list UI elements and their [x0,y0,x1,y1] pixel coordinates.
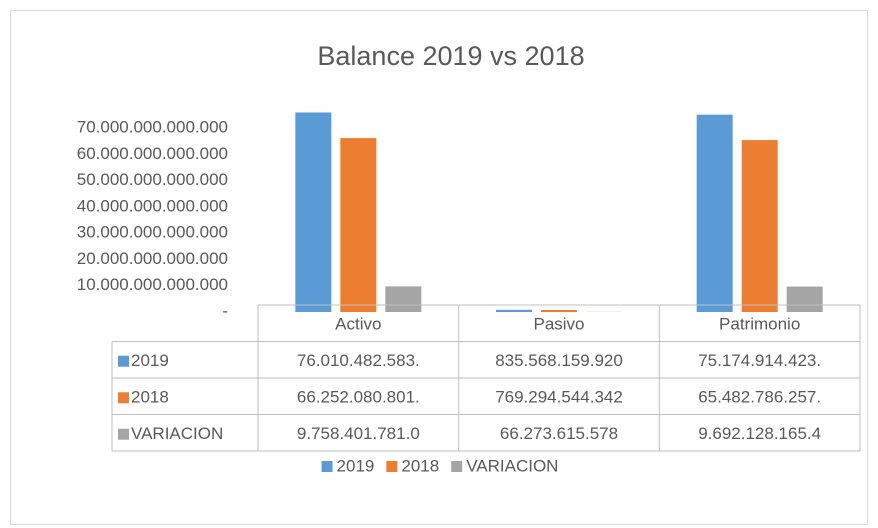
chart-title: Balance 2019 vs 2018 [317,41,584,71]
table-row-label: 2019 [131,351,169,370]
y-tick-label: 10.000.000.000.000 [77,275,228,294]
bar [295,112,332,313]
legend-key [451,461,463,472]
table-cell: 65.482.786.257. [698,388,821,407]
x-tick-label: Activo [335,315,381,334]
table-legend-key [118,428,129,440]
table-cell: 66.252.080.801. [297,388,420,407]
bar [385,286,422,312]
table-cell: 66.273.615.578 [500,424,618,443]
legend-label: 2019 [337,456,375,475]
bar [340,138,377,312]
y-tick-label: 20.000.000.000.000 [77,249,228,268]
table-cell: 9.758.401.781.0 [297,424,420,443]
bar [496,309,532,312]
y-tick-label: 30.000.000.000.000 [77,223,228,242]
x-tick-label: Pasivo [533,315,584,334]
table-row-label: VARIACION [131,424,223,443]
table-legend-key [118,392,129,404]
table-row-label: 2018 [131,388,169,407]
bar [741,140,778,312]
legend-key [386,461,398,472]
bar [696,114,733,312]
y-tick-label: 60.000.000.000.000 [77,144,228,163]
table-cell: 76.010.482.583. [297,351,420,370]
legend-label: VARIACION [466,456,558,475]
legend-label: 2018 [401,456,439,475]
y-tick-label: - [222,301,228,320]
table-cell: 75.174.914.423. [698,351,821,370]
y-tick-label: 40.000.000.000.000 [77,196,228,215]
y-tick-label: 50.000.000.000.000 [77,170,228,189]
table-cell: 9.692.128.165.4 [698,424,821,443]
y-tick-label: 70.000.000.000.000 [77,118,228,137]
bar [541,309,577,312]
x-tick-label: Patrimonio [719,315,800,334]
table-cell: 835.568.159.920 [495,351,623,370]
table-cell: 769.294.544.342 [495,388,623,407]
legend-key [321,461,333,472]
table-legend-key [118,355,129,367]
bar [786,286,823,312]
